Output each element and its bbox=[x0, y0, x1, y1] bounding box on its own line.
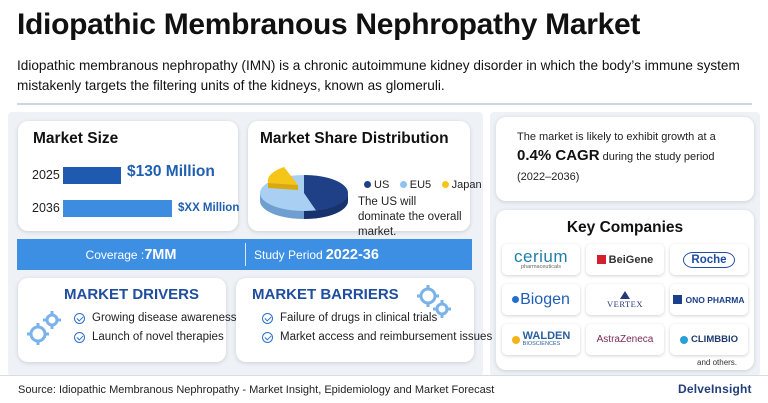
study-period-section: Study Period 2022-36 bbox=[254, 239, 379, 270]
vertex-wordmark: VERTEX bbox=[606, 298, 643, 309]
market-share-note: The US will dominate the overall market. bbox=[358, 196, 462, 238]
market-size-value-2036: $XX Million bbox=[178, 202, 240, 214]
source-text: Source: Idiopathic Membranous Nephropath… bbox=[18, 384, 495, 396]
coverage-section: Coverage : 7MM bbox=[17, 239, 245, 270]
astrazeneca-logo: AstraZeneca bbox=[586, 324, 664, 355]
walden-subtext: BIOSCIENCES bbox=[522, 341, 561, 348]
beigene-mark-icon bbox=[596, 255, 606, 264]
cerium-wordmark: cerium bbox=[513, 247, 568, 267]
key-companies-heading: Key Companies bbox=[566, 219, 684, 236]
legend-label-eu5: EU5 bbox=[409, 178, 432, 191]
legend-item-japan: Japan bbox=[441, 178, 482, 191]
market-share-card: Market Share Distribution US EU5 Japan T… bbox=[248, 121, 482, 238]
market-share-pie-chart bbox=[260, 167, 349, 219]
market-barriers-card: MARKET BARRIERS Failure of drugs in clin… bbox=[236, 278, 492, 362]
walden-text: WALDEN BIOSCIENCES bbox=[523, 331, 571, 348]
gears-icon bbox=[27, 311, 61, 345]
market-size-bar-2025 bbox=[63, 167, 121, 184]
market-drivers-card: MARKET DRIVERS Growing disease awareness… bbox=[18, 278, 236, 362]
and-others-text: and others. bbox=[697, 358, 738, 367]
footer-divider bbox=[0, 375, 768, 376]
walden-mark-icon bbox=[511, 335, 520, 344]
legend-item-eu5: EU5 bbox=[399, 178, 432, 191]
market-size-value-2025: $130 Million bbox=[127, 163, 215, 180]
market-share-legend: US EU5 Japan bbox=[364, 175, 488, 193]
legend-label-japan: Japan bbox=[451, 178, 482, 191]
roche-logo: Roche bbox=[670, 244, 748, 275]
walden-wordmark: WALDEN bbox=[522, 330, 571, 343]
check-circle-icon bbox=[74, 331, 85, 343]
study-period-label: Study Period bbox=[254, 247, 323, 262]
biogen-mark-icon bbox=[512, 296, 520, 303]
header-divider bbox=[17, 103, 752, 105]
cerium-subtext: pharmaceuticals bbox=[520, 264, 562, 271]
page-description: Idiopathic membranous nephropathy (IMN) … bbox=[17, 58, 740, 93]
growth-cagr: 0.4% CAGR bbox=[517, 147, 600, 164]
biogen-wordmark: Biogen bbox=[520, 290, 570, 308]
market-size-heading: Market Size bbox=[33, 130, 119, 147]
ono-pharma-logo: ONO PHARMA bbox=[670, 284, 748, 315]
coverage-separator bbox=[245, 243, 246, 266]
check-circle-icon bbox=[74, 312, 85, 324]
driver-item-label: Growing disease awareness bbox=[92, 312, 237, 324]
vertex-triangle-icon bbox=[620, 290, 630, 299]
growth-line2-text: during the study period bbox=[599, 151, 715, 163]
check-circle-icon bbox=[262, 312, 273, 324]
beigene-logo: BeiGene bbox=[586, 244, 664, 275]
legend-label-us: US bbox=[374, 178, 390, 191]
walden-logo: WALDEN BIOSCIENCES bbox=[502, 324, 580, 355]
growth-line1: The market is likely to exhibit growth a… bbox=[517, 131, 716, 143]
vertex-logo: VERTEX bbox=[586, 284, 664, 315]
cerium-logo: cerium pharmaceuticals bbox=[502, 244, 580, 275]
legend-dot-eu5 bbox=[399, 181, 407, 188]
climbbio-logo: CLIMBBIO bbox=[670, 324, 748, 355]
ono-mark-icon bbox=[673, 295, 683, 304]
delveinsight-logo: DelveInsight bbox=[678, 382, 752, 396]
ono-pharma-wordmark: ONO PHARMA bbox=[685, 294, 745, 305]
growth-card: The market is likely to exhibit growth a… bbox=[496, 117, 754, 201]
driver-item: Growing disease awareness bbox=[74, 312, 236, 324]
roche-wordmark: Roche bbox=[683, 251, 735, 268]
biogen-logo: Biogen bbox=[502, 284, 580, 315]
market-size-bar-2036 bbox=[63, 200, 172, 217]
study-period-value: 2022-36 bbox=[325, 246, 379, 263]
legend-dot-japan bbox=[441, 181, 449, 188]
gears-icon bbox=[417, 285, 451, 318]
coverage-value: 7MM bbox=[144, 246, 177, 263]
astrazeneca-wordmark: AstraZeneca bbox=[596, 334, 654, 345]
climbbio-mark-icon bbox=[680, 335, 689, 344]
coverage-bar: Coverage : 7MM Study Period 2022-36 bbox=[17, 239, 472, 270]
beigene-wordmark: BeiGene bbox=[608, 253, 654, 266]
barrier-item: Failure of drugs in clinical trials bbox=[262, 312, 437, 324]
market-share-heading: Market Share Distribution bbox=[260, 130, 449, 147]
coverage-label: Coverage : bbox=[85, 247, 145, 262]
market-size-year-2036: 2036 bbox=[32, 201, 60, 215]
climbbio-wordmark: CLIMBBIO bbox=[691, 334, 738, 345]
growth-line2: 0.4% CAGR during the study period bbox=[517, 147, 715, 165]
driver-item: Launch of novel therapies bbox=[74, 331, 224, 343]
market-drivers-heading: MARKET DRIVERS bbox=[64, 286, 200, 303]
legend-item-us: US bbox=[364, 179, 389, 191]
barrier-item-label: Failure of drugs in clinical trials bbox=[280, 312, 438, 324]
legend-dot-us bbox=[364, 181, 371, 188]
market-barriers-heading: MARKET BARRIERS bbox=[252, 286, 399, 303]
barrier-item-label: Market access and reimbursement issues bbox=[280, 331, 493, 343]
market-size-year-2025: 2025 bbox=[32, 168, 60, 182]
growth-period: (2022–2036) bbox=[517, 171, 580, 183]
driver-item-label: Launch of novel therapies bbox=[92, 331, 224, 343]
check-circle-icon bbox=[262, 331, 273, 343]
page-title: Idiopathic Membranous Nephropathy Market bbox=[17, 8, 641, 41]
barrier-item: Market access and reimbursement issues bbox=[262, 331, 492, 343]
market-size-card: Market Size 2025 $130 Million 2036 $XX M… bbox=[18, 121, 240, 231]
